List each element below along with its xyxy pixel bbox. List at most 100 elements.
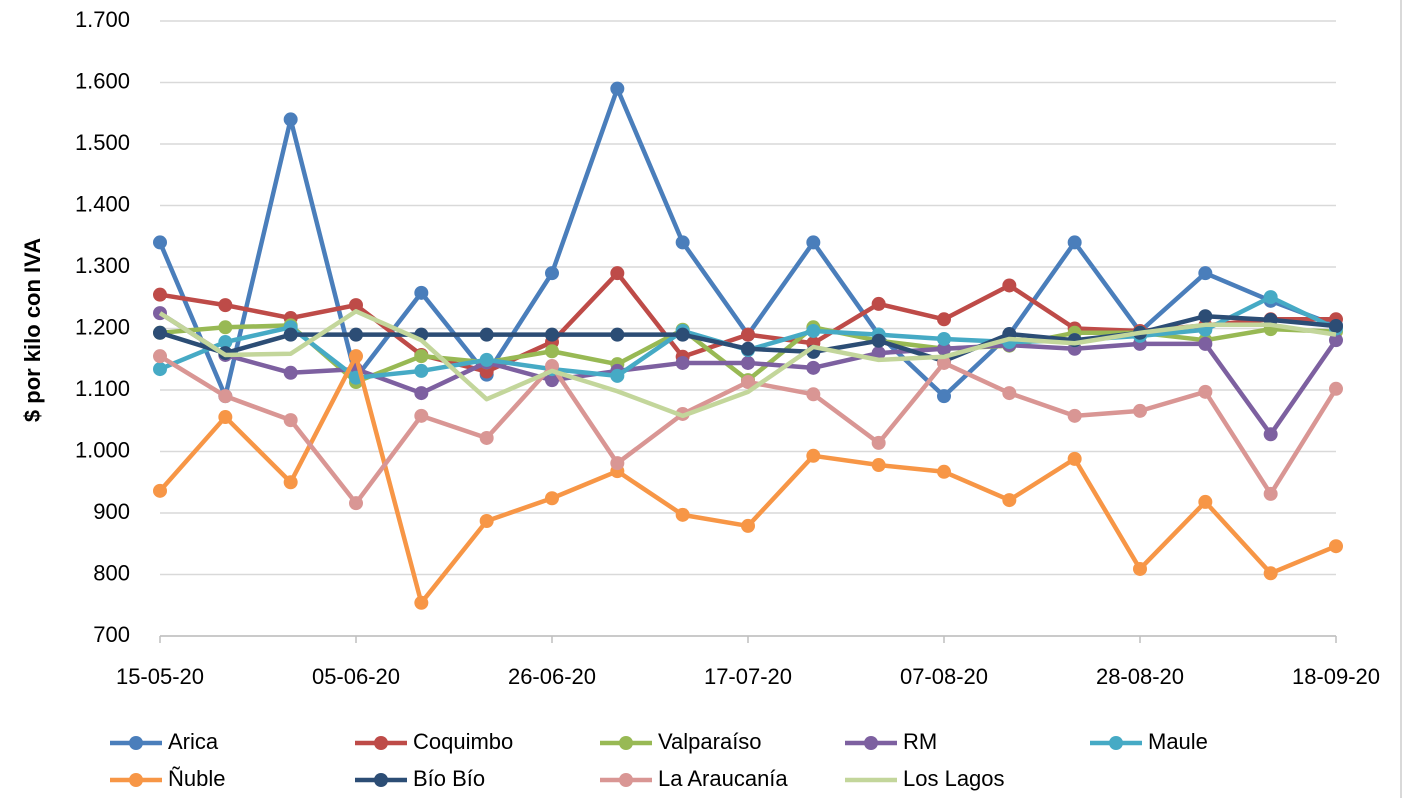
data-point [741,341,755,356]
data-point [610,266,625,281]
data-point [1067,451,1082,466]
data-point [610,81,625,96]
x-tick-label: 17-07-20 [704,664,792,689]
data-point [283,413,298,428]
data-point [218,320,233,335]
data-point [1329,539,1343,554]
legend-label: La Araucanía [658,766,788,791]
data-point [545,327,559,342]
data-point [349,327,363,342]
data-point [218,389,233,404]
y-tick-label: 900 [93,499,130,524]
data-point [937,464,951,479]
data-point [283,365,298,380]
data-point [1198,494,1213,509]
legend-marker [619,773,633,787]
data-point [414,386,429,401]
data-point [937,312,951,327]
data-point [1329,319,1343,334]
data-point [806,360,821,375]
data-point [937,355,951,370]
x-tick-label: 07-08-20 [900,664,988,689]
data-point [1133,403,1147,418]
series-line [158,309,1337,419]
data-point [349,496,363,511]
legend-label: Arica [168,729,219,754]
data-point [1198,309,1213,324]
data-point [414,595,429,610]
data-point [414,408,429,423]
data-point [1133,561,1147,576]
y-tick-label: 1.400 [75,191,130,216]
data-point [1329,381,1343,396]
data-point [349,298,363,313]
data-point [283,327,298,342]
data-point [675,355,690,370]
data-point [937,341,951,356]
data-point [806,323,821,338]
data-point [871,333,886,348]
data-point [545,266,559,281]
data-point [283,112,298,127]
data-point [937,331,951,346]
data-point [349,349,363,364]
x-tick-label: 28-08-20 [1096,664,1184,689]
legend-label: RM [903,729,937,754]
data-point [414,285,429,300]
data-point [610,327,625,342]
legend-marker [374,773,388,787]
data-point [1263,486,1278,501]
data-point [153,362,167,377]
legend-label: Los Lagos [903,766,1005,791]
y-tick-label: 1.500 [75,130,130,155]
y-tick-label: 800 [93,560,130,585]
data-point [871,346,886,361]
data-point [218,335,233,350]
legend-label: Bío Bío [413,766,485,791]
data-point [741,375,755,390]
data-point [1198,384,1213,399]
data-point [153,349,167,364]
data-point [871,458,886,473]
data-point [545,373,559,388]
legend-label: Ñuble [168,766,225,791]
data-point [1263,427,1278,442]
data-point [741,355,755,370]
data-point [545,359,559,374]
data-point [545,344,559,359]
data-point [479,430,494,445]
legend-label: Maule [1148,729,1208,754]
data-point [218,410,233,425]
data-point [806,235,821,250]
y-axis-label: $ por kilo con IVA [20,238,45,422]
data-point [741,518,755,533]
data-point [1067,235,1082,250]
data-point [153,483,167,498]
data-point [741,327,755,342]
data-point [1198,266,1213,281]
y-tick-label: 1.000 [75,437,130,462]
x-tick-label: 18-09-20 [1292,664,1380,689]
data-point [675,507,690,522]
legend-marker [619,736,633,750]
data-point [1002,386,1017,401]
legend-marker [1109,736,1123,750]
data-point [479,327,494,342]
legend-marker [129,773,143,787]
legend-marker [129,736,143,750]
legend-marker [374,736,388,750]
data-point [153,325,167,340]
data-point [479,352,494,367]
data-point [871,296,886,311]
x-tick-label: 05-06-20 [312,664,400,689]
data-point [1329,333,1343,348]
data-point [414,363,429,378]
x-tick-label: 26-06-20 [508,664,596,689]
data-point [806,448,821,463]
data-point [675,235,690,250]
y-tick-label: 1.200 [75,314,130,339]
data-point [806,387,821,402]
y-tick-label: 1.100 [75,376,130,401]
data-point [153,235,167,250]
x-tick-label: 15-05-20 [116,664,204,689]
